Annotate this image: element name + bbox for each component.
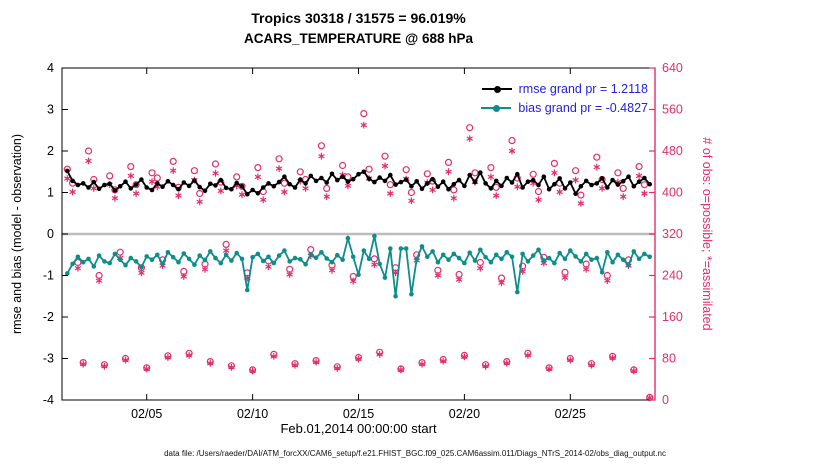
svg-text:02/15: 02/15 <box>343 407 374 421</box>
legend-label-rmse: rmse grand pr = 1.2118 <box>518 82 648 96</box>
svg-text:0: 0 <box>47 227 54 241</box>
legend: rmse grand pr = 1.2118 bias grand pr = -… <box>481 82 648 115</box>
svg-text:02/10: 02/10 <box>237 407 268 421</box>
svg-text:02/20: 02/20 <box>449 407 480 421</box>
svg-text:640: 640 <box>662 61 683 75</box>
legend-item-bias: bias grand pr = -0.4827 <box>481 101 648 115</box>
svg-text:560: 560 <box>662 103 683 117</box>
svg-text:2: 2 <box>47 144 54 158</box>
y-axis-label-right: # of obs: o=possible; *=assimilated <box>700 137 714 331</box>
chart-title: Tropics 30318 / 31575 = 96.019% <box>251 10 466 26</box>
rmse-line-sample <box>481 85 512 93</box>
svg-text:-2: -2 <box>43 310 54 324</box>
svg-text:400: 400 <box>662 186 683 200</box>
svg-text:-4: -4 <box>43 393 54 407</box>
svg-text:240: 240 <box>662 269 683 283</box>
svg-text:80: 80 <box>662 352 676 366</box>
svg-text:02/25: 02/25 <box>555 407 586 421</box>
svg-text:0: 0 <box>662 393 669 407</box>
svg-text:-1: -1 <box>43 269 54 283</box>
bias-line-sample <box>481 104 512 112</box>
svg-text:160: 160 <box>662 310 683 324</box>
svg-text:3: 3 <box>47 103 54 117</box>
svg-text:4: 4 <box>47 61 54 75</box>
data-file-caption: data file: /Users/raeder/DAI/ATM_forcXX/… <box>164 449 666 458</box>
svg-text:480: 480 <box>662 144 683 158</box>
legend-item-rmse: rmse grand pr = 1.2118 <box>481 82 648 96</box>
bias-marker-icon <box>493 104 501 112</box>
y-axis-label-left: rmse and bias (model - observation) <box>10 133 24 335</box>
svg-text:-3: -3 <box>43 352 54 366</box>
svg-text:02/05: 02/05 <box>131 407 162 421</box>
svg-text:1: 1 <box>47 186 54 200</box>
rmse-marker-icon <box>493 85 501 93</box>
chart-subtitle: ACARS_TEMPERATURE @ 688 hPa <box>244 31 473 46</box>
svg-text:320: 320 <box>662 227 683 241</box>
legend-label-bias: bias grand pr = -0.4827 <box>518 101 648 115</box>
x-axis-label: Feb.01,2014 00:00:00 start <box>280 421 437 436</box>
